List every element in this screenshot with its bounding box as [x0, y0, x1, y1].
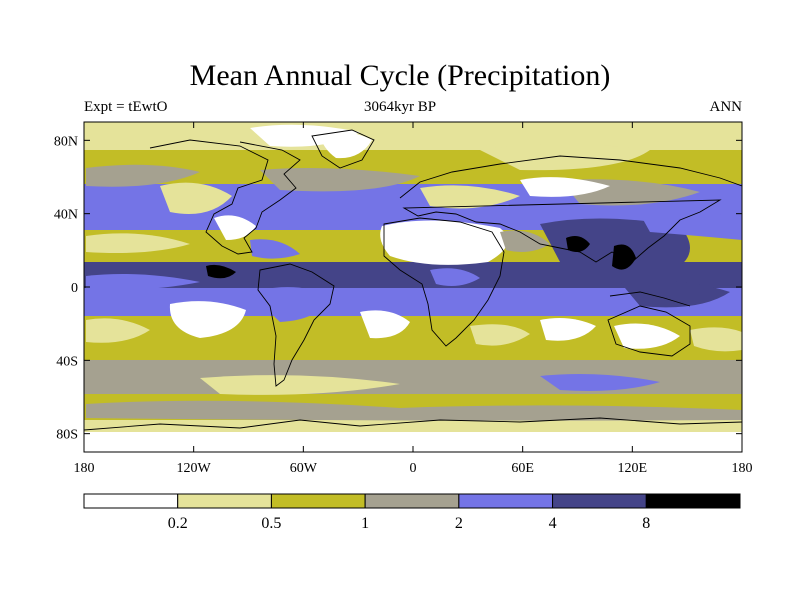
south-pacific-yellow [86, 318, 150, 343]
lat-tick-label: 80S [56, 428, 78, 443]
coast-antarctica [84, 417, 742, 431]
lon-tick-label: 60W [290, 461, 318, 476]
north-pacific-wet [86, 164, 200, 187]
south-indian-dry [540, 318, 596, 341]
band-antarctica [84, 432, 742, 452]
south-pacific-dry [169, 301, 246, 338]
coast-europe-asia [399, 155, 742, 263]
siberia-dry [480, 144, 650, 171]
colorbar-swatch [458, 493, 554, 509]
colorbar-swatch [83, 493, 179, 509]
southeast-pacific-yellow [690, 327, 742, 352]
lon-tick-label: 0 [410, 461, 417, 476]
north-pacific-subtrop [86, 233, 190, 253]
pacific-itcz-blue [86, 274, 200, 291]
period-label: 3064kyr BP [363, 99, 437, 115]
coastlines [84, 129, 742, 431]
south-america-wet [260, 287, 330, 322]
circumpolar-gray [86, 400, 742, 421]
australia-dry [614, 323, 680, 349]
coast-greenland [311, 129, 375, 169]
greenland-dry [320, 132, 372, 159]
indochina-extreme [612, 244, 636, 270]
lon-tick-label: 180 [74, 461, 95, 476]
coast-australia [607, 305, 691, 357]
maritime-continent [620, 280, 730, 308]
colorbar-swatch [645, 493, 741, 509]
tibet-extreme [566, 236, 590, 252]
colorbar-swatch [364, 493, 460, 509]
colorbar-swatch [270, 493, 366, 509]
lat-tick-label: 40S [56, 354, 78, 369]
arabia-gray [500, 230, 550, 252]
coast-north-america [149, 139, 301, 255]
coast-indonesia [609, 291, 691, 307]
colorbar-swatch [177, 493, 272, 509]
sahara-dry [380, 220, 508, 265]
africa-dry-north [430, 268, 480, 286]
lon-tick-label: 120E [618, 461, 648, 476]
lat-tick-label: 40N [54, 208, 78, 223]
colorbar: 0.2 0.5 1 2 4 8 [83, 493, 741, 532]
longitude-axis: 180 120W 60W 0 60E 120E 180 [74, 122, 753, 476]
season-label: ANN [709, 99, 743, 115]
band-antarctic-edge [84, 420, 742, 434]
pacific-itcz-extreme [206, 264, 236, 279]
experiment-label: Expt = tEwtO [84, 99, 168, 115]
lon-tick-label: 180 [732, 461, 753, 476]
coast-south-america [257, 263, 335, 387]
latitude-axis: 80N 40N 0 40S 80S [54, 134, 742, 443]
colorbar-label: 8 [642, 515, 650, 532]
lat-tick-label: 80N [54, 134, 78, 149]
central-asia-dry [520, 177, 610, 197]
southern-ocean-yellow [200, 375, 400, 395]
chart-title: Mean Annual Cycle (Precipitation) [189, 59, 611, 92]
lon-tick-label: 60E [511, 461, 534, 476]
southern-ocean-blue [540, 374, 660, 391]
indian-ocean-wet [480, 289, 640, 311]
colorbar-label: 2 [455, 515, 463, 532]
colorbar-label: 0.5 [261, 515, 281, 532]
east-asia-wet [640, 211, 742, 240]
north-america-yellow [160, 182, 232, 214]
south-indian-yellow [470, 324, 530, 346]
band-south-storm [84, 360, 742, 396]
colorbar-label: 0.2 [168, 515, 188, 532]
colorbar-swatch [552, 493, 647, 509]
precipitation-field [84, 122, 742, 452]
south-atlantic-dry [360, 310, 410, 339]
north-atlantic-wet [260, 168, 420, 192]
band-north-high [84, 150, 742, 186]
colorbar-label: 1 [361, 515, 369, 532]
coast-africa [383, 217, 505, 347]
caribbean-wet [250, 239, 300, 259]
lon-tick-label: 120W [177, 461, 212, 476]
mexico-dry [214, 215, 256, 240]
colorbar-label: 4 [549, 515, 557, 532]
europe-yellow [420, 185, 520, 209]
lat-tick-label: 0 [71, 281, 78, 296]
